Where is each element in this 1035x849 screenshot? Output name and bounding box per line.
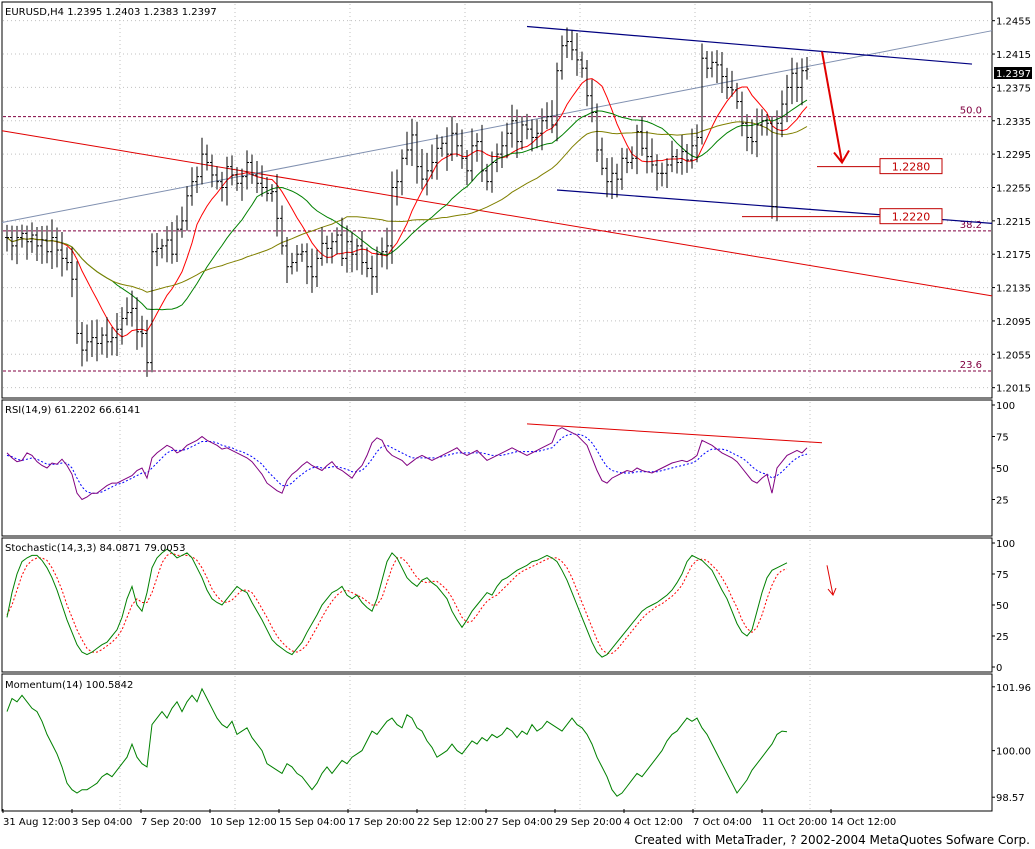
momentum-line: [6, 687, 788, 797]
moving-average-layer: [6, 78, 808, 338]
ma-mid-line: [6, 99, 808, 311]
price-tick-label: 1.2335: [996, 117, 1031, 128]
indicator-tick-label: 50: [996, 601, 1009, 612]
time-tick-label: 7 Sep 20:00: [141, 817, 201, 828]
annotation-box: [879, 158, 943, 175]
indicator-tick-label: 101.96: [996, 683, 1031, 694]
forecast-arrow-shaft: [821, 51, 843, 163]
time-tick-label: 3 Sep 04:00: [72, 817, 132, 828]
axis-labels-layer: 1.2455 1.2415 1.2375 1.2335 1.2295 1.2255 1.22…: [2, 17, 1031, 828]
price-tick-label: 1.2175: [996, 250, 1031, 261]
stochastic-panel[interactable]: [1, 537, 993, 673]
indicator-tick-label: 25: [996, 496, 1009, 507]
indicator-layer: [6, 423, 837, 797]
candles-layer: [5, 27, 809, 377]
price-tick-label: 1.2375: [996, 83, 1031, 94]
time-tick-label: 4 Oct 12:00: [624, 817, 683, 828]
price-tick-label: 1.2455: [996, 17, 1031, 28]
trendline-layer: [1, 25, 993, 297]
time-tick-label: 14 Oct 12:00: [831, 817, 896, 828]
stochastic-arrow-head: [827, 587, 837, 597]
annotation-box: [879, 208, 943, 225]
fibonacci-level-label: 38.2: [960, 220, 982, 231]
annotation-label: 1.2220: [892, 211, 931, 224]
momentum-panel-header: Momentum(14) 100.5842: [5, 680, 133, 691]
time-tick-label: 31 Aug 12:00: [3, 817, 70, 828]
rsi-panel[interactable]: [1, 399, 993, 537]
price-tick-label: 1.2095: [996, 317, 1031, 328]
annotation-label: 1.2280: [892, 161, 931, 174]
channel-top-line: [526, 25, 973, 65]
price-tick-label: 1.2295: [996, 150, 1031, 161]
price-panel[interactable]: [1, 1, 993, 399]
time-tick-label: 17 Sep 20:00: [348, 817, 415, 828]
indicator-tick-label: 25: [996, 632, 1009, 643]
ma-fast-line: [6, 78, 808, 338]
time-tick-label: 15 Sep 04:00: [279, 817, 346, 828]
indicator-tick-label: 100: [996, 539, 1015, 550]
price-tick-label: 1.2055: [996, 350, 1031, 361]
time-tick-label: 11 Oct 20:00: [762, 817, 827, 828]
indicator-tick-label: 0: [996, 663, 1002, 674]
stochastic-k-line: [6, 548, 788, 658]
indicator-tick-label: 50: [996, 464, 1009, 475]
time-tick-label: 22 Sep 12:00: [417, 817, 484, 828]
indicator-tick-label: 98.57: [996, 793, 1025, 804]
stochastic-arrow-shaft: [826, 565, 834, 596]
current-price-label: 1.2397: [996, 69, 1031, 80]
current-price-box: [994, 67, 1032, 79]
price-tick-label: 1.2015: [996, 384, 1031, 395]
rsi-divergence-line: [526, 423, 823, 444]
footer-credit: Created with MetaTrader, ? 2002-2004 Met…: [634, 833, 1030, 847]
time-tick-label: 7 Oct 04:00: [693, 817, 752, 828]
price-tick-label: 1.2215: [996, 217, 1031, 228]
indicator-tick-label: 100: [996, 401, 1015, 412]
price-panel-header: EURUSD,H4 1.2395 1.2403 1.2383 1.2397: [5, 7, 217, 18]
ma-slow-line: [6, 121, 808, 293]
momentum-panel[interactable]: [1, 673, 993, 812]
time-tick-label: 10 Sep 12:00: [210, 817, 277, 828]
forecast-arrow-head: [833, 149, 850, 165]
rsi-panel-header: RSI(14,9) 61.2202 66.6141: [5, 405, 140, 416]
time-tick-label: 29 Sep 20:00: [555, 817, 622, 828]
descending-red-trendline: [1, 130, 993, 297]
annotation-layer: 1.2280 1.2220: [742, 51, 943, 225]
price-tick-label: 1.2415: [996, 50, 1031, 61]
fibonacci-level-label: 50.0: [960, 106, 982, 117]
price-tick-label: 1.2135: [996, 284, 1031, 295]
fibonacci-layer: 50.0 38.2 23.6: [3, 106, 992, 372]
price-tick-label: 1.2255: [996, 183, 1031, 194]
indicator-tick-label: 75: [996, 570, 1009, 581]
indicator-tick-label: 100.00: [996, 747, 1031, 758]
time-tick-label: 27 Sep 04:00: [486, 817, 553, 828]
ascending-grey-trendline: [1, 30, 993, 224]
stochastic-panel-header: Stochastic(14,3,3) 84.0871 79.0053: [5, 543, 185, 554]
rsi-signal-line: [6, 433, 808, 494]
rsi-main-line: [6, 427, 808, 501]
indicator-tick-label: 75: [996, 433, 1009, 444]
fibonacci-level-label: 23.6: [960, 360, 982, 371]
